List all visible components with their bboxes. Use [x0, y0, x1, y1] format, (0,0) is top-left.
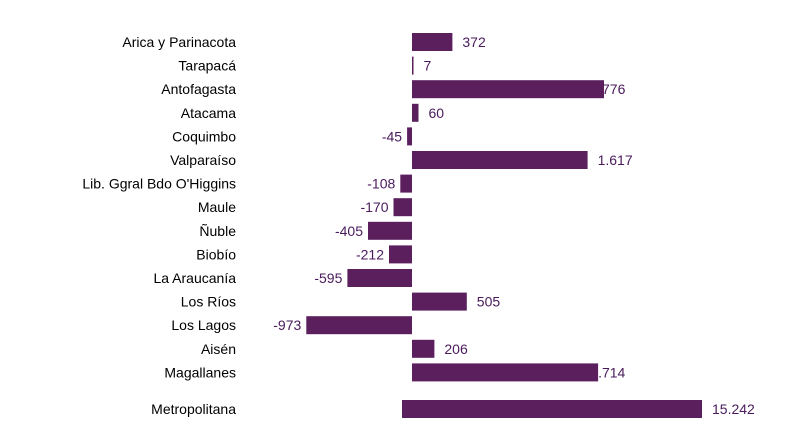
bar-atacama — [412, 103, 419, 122]
bar-magallanes — [412, 363, 599, 382]
value-label-atacama: 60 — [429, 105, 445, 121]
bar-arica-y-parinacota — [412, 33, 453, 51]
value-label-maule: -170 — [360, 199, 388, 215]
bar-valparaiso — [412, 151, 588, 169]
category-label-maule: Maule — [198, 199, 236, 215]
value-label-lib-ggral-bdo-o-higgins: -108 — [367, 176, 395, 192]
category-label-tarapaca: Tarapacá — [178, 58, 236, 74]
category-label-metropolitana: Metropolitana — [151, 401, 236, 417]
value-label-arica-y-parinacota: 372 — [462, 34, 486, 50]
value-label-metropolitana: 15.242 — [712, 401, 755, 417]
value-label-coquimbo: -45 — [382, 128, 402, 144]
value-label-magallanes: .714 — [598, 364, 625, 380]
category-label-antofagasta: Antofagasta — [161, 81, 236, 97]
bars-group — [306, 33, 702, 418]
value-labels-group: 372 7 776 60 -45 1.617 -108 -170 -405 -212 -595 505… — [273, 34, 755, 417]
category-label-valparaiso: Valparaíso — [170, 152, 236, 168]
bar-los-rios — [412, 292, 467, 311]
value-label-biobio: -212 — [356, 246, 384, 262]
value-label-tarapaca: 7 — [424, 58, 432, 74]
category-label-los-rios: Los Ríos — [181, 294, 236, 310]
value-label-antofagasta: 776 — [602, 81, 626, 97]
category-label-los-lagos: Los Lagos — [171, 317, 236, 333]
bar-maule — [393, 198, 412, 217]
category-label-biobio: Biobío — [196, 246, 236, 262]
bar-la-araucania — [347, 269, 412, 287]
category-label-nuble: Ñuble — [199, 223, 236, 239]
value-label-valparaiso: 1.617 — [598, 152, 633, 168]
bar-aisen — [412, 339, 435, 358]
value-label-los-rios: 505 — [477, 294, 501, 310]
bar-metropolitana — [402, 400, 702, 418]
category-label-lib-ggral-bdo-o-higgins: Lib. Ggral Bdo O'Higgins — [82, 176, 236, 192]
category-label-la-araucania: La Araucanía — [153, 270, 236, 286]
bar-tarapaca — [412, 56, 414, 75]
bar-biobio — [389, 245, 412, 264]
value-label-la-araucania: -595 — [314, 270, 342, 286]
category-labels-group: Arica y Parinacota Tarapacá Antofagasta Ata… — [82, 34, 236, 417]
bar-los-lagos — [306, 316, 412, 335]
value-label-los-lagos: -973 — [273, 317, 301, 333]
bar-lib-ggral-bdo-o-higgins — [400, 174, 412, 193]
bar-coquimbo — [407, 127, 412, 146]
category-label-magallanes: Magallanes — [164, 364, 236, 380]
value-label-aisen: 206 — [444, 341, 468, 357]
bar-antofagasta — [412, 80, 604, 99]
value-label-nuble: -405 — [335, 223, 363, 239]
category-label-atacama: Atacama — [181, 105, 236, 121]
category-label-coquimbo: Coquimbo — [172, 128, 236, 144]
category-label-aisen: Aisén — [201, 341, 236, 357]
category-label-arica-y-parinacota: Arica y Parinacota — [122, 34, 236, 50]
bar-nuble — [368, 221, 412, 240]
